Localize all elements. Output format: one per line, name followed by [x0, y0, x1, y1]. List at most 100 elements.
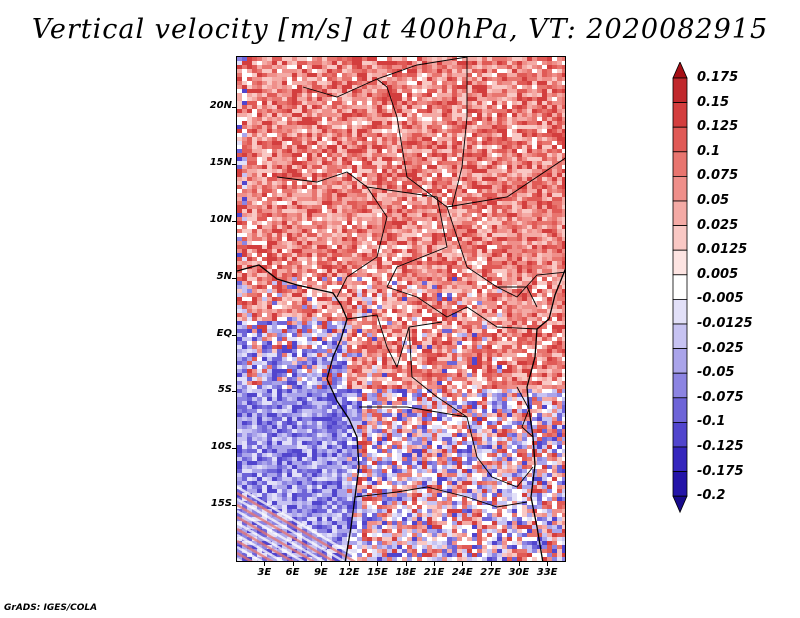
field-cell [372, 85, 377, 89]
field-cell [532, 241, 539, 245]
field-cell [442, 309, 447, 313]
field-cell [402, 193, 409, 197]
field-cell [337, 253, 344, 257]
field-cell [292, 149, 297, 153]
field-cell [462, 161, 469, 165]
field-cell [247, 169, 252, 173]
field-cell [467, 77, 472, 81]
field-cell [377, 181, 382, 185]
field-cell [452, 205, 459, 209]
field-cell [447, 201, 454, 205]
field-cell [387, 313, 392, 317]
field-cell [322, 89, 329, 93]
field-cell [497, 297, 504, 301]
field-cell [457, 313, 464, 317]
field-cell [437, 153, 442, 157]
field-cell [517, 85, 522, 89]
field-cell [517, 225, 524, 229]
field-cell [402, 273, 407, 277]
field-cell [262, 289, 267, 293]
field-cell [492, 137, 497, 141]
field-cell [397, 325, 402, 329]
field-cell [537, 149, 542, 153]
field-cell [387, 237, 394, 241]
field-cell [517, 133, 522, 137]
field-cell [292, 217, 297, 221]
field-cell [322, 65, 327, 69]
field-cell [402, 85, 407, 89]
field-cell [382, 169, 389, 173]
field-cell [417, 153, 422, 157]
field-cell [482, 245, 487, 249]
field-cell [252, 165, 259, 169]
field-cell [262, 161, 269, 165]
field-cell [372, 281, 377, 285]
field-cell [337, 265, 344, 269]
field-cell [342, 345, 349, 349]
field-cell [467, 133, 474, 137]
field-cell [412, 117, 417, 121]
field-cell [312, 101, 317, 105]
field-cell [387, 321, 392, 325]
field-cell [242, 289, 247, 293]
field-cell [237, 257, 242, 261]
field-cell [532, 333, 537, 337]
field-cell [562, 65, 565, 69]
field-cell [547, 253, 552, 257]
field-cell [392, 201, 397, 205]
field-cell [482, 141, 487, 145]
field-cell [362, 313, 367, 317]
field-cell [562, 281, 565, 285]
field-cell [352, 149, 357, 153]
field-cell [477, 353, 482, 357]
field-cell [557, 297, 564, 301]
field-cell [392, 241, 397, 245]
field-cell [422, 149, 427, 153]
field-cell [507, 273, 512, 277]
field-cell [397, 141, 402, 145]
field-cell [447, 353, 454, 357]
field-cell [507, 117, 512, 121]
field-cell [252, 125, 259, 129]
field-cell [512, 349, 517, 353]
field-cell [387, 97, 392, 101]
field-cell [497, 277, 502, 281]
field-cell [337, 177, 344, 181]
field-cell [547, 197, 552, 201]
field-cell [362, 345, 367, 349]
field-cell [397, 197, 402, 201]
field-cell [367, 109, 374, 113]
field-cell [282, 301, 289, 305]
field-cell [562, 97, 565, 101]
field-cell [237, 205, 242, 209]
field-cell [427, 181, 432, 185]
field-cell [252, 249, 259, 253]
field-cell [357, 185, 362, 189]
field-cell [397, 109, 402, 113]
field-cell [472, 165, 477, 169]
field-cell [342, 277, 347, 281]
field-cell [282, 229, 289, 233]
field-cell [352, 309, 357, 313]
field-cell [302, 209, 309, 213]
field-cell [407, 185, 412, 189]
field-cell [237, 169, 242, 173]
field-cell [457, 277, 464, 281]
field-cell [517, 189, 524, 193]
field-cell [477, 169, 482, 173]
field-cell [302, 101, 307, 105]
field-cell [432, 133, 437, 137]
field-cell [377, 65, 384, 69]
field-cell [362, 321, 369, 325]
field-cell [417, 337, 424, 341]
field-cell [332, 221, 339, 225]
field-cell [397, 133, 402, 137]
field-cell [352, 353, 359, 357]
field-cell [507, 101, 512, 105]
field-cell [472, 253, 477, 257]
field-cell [497, 253, 502, 257]
field-cell [362, 269, 367, 273]
field-cell [262, 217, 267, 221]
field-cell [257, 213, 262, 217]
field-cell [262, 257, 269, 261]
